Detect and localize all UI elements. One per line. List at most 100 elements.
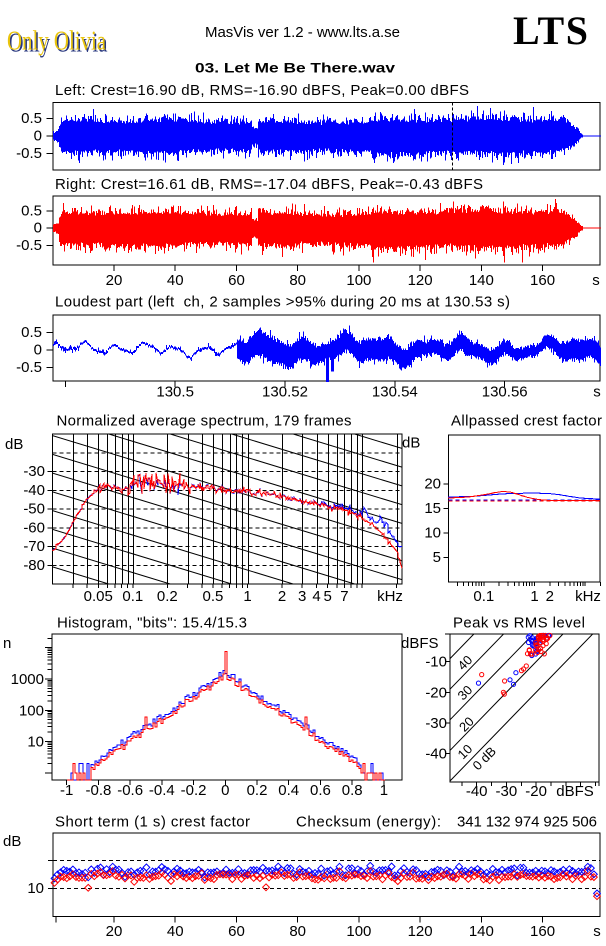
- svg-text:-0.2: -0.2: [181, 782, 207, 799]
- svg-text:n: n: [3, 635, 11, 652]
- svg-text:Allpassed crest factor: Allpassed crest factor: [451, 413, 602, 430]
- svg-text:dB: dB: [5, 436, 23, 453]
- svg-text:-0.8: -0.8: [85, 782, 111, 799]
- svg-text:4: 4: [312, 588, 320, 605]
- svg-text:-0.5: -0.5: [16, 237, 42, 254]
- svg-text:Normalized average spectrum, 1: Normalized average spectrum, 179 frames: [57, 413, 352, 430]
- svg-text:100: 100: [346, 272, 371, 289]
- svg-text:0.05: 0.05: [84, 588, 113, 605]
- svg-text:s: s: [592, 272, 600, 289]
- svg-text:10: 10: [27, 880, 44, 897]
- svg-text:60: 60: [228, 923, 245, 940]
- svg-text:40: 40: [167, 923, 184, 940]
- svg-text:-10: -10: [425, 654, 447, 671]
- svg-text:20: 20: [106, 923, 123, 940]
- svg-text:130.56: 130.56: [482, 384, 528, 401]
- svg-text:Peak vs RMS level: Peak vs RMS level: [453, 615, 585, 632]
- svg-text:0: 0: [34, 342, 42, 359]
- svg-text:0.2: 0.2: [247, 782, 268, 799]
- svg-text:20: 20: [106, 272, 123, 289]
- svg-text:0.1: 0.1: [473, 588, 494, 605]
- svg-text:160: 160: [530, 272, 555, 289]
- svg-text:03. Let Me Be There.wav: 03. Let Me Be There.wav: [195, 60, 395, 76]
- svg-text:10: 10: [424, 525, 441, 542]
- svg-text:5: 5: [433, 549, 441, 566]
- svg-text:-20: -20: [525, 783, 547, 800]
- svg-text:-30: -30: [496, 783, 518, 800]
- svg-text:130.5: 130.5: [156, 384, 194, 401]
- svg-text:0.2: 0.2: [157, 588, 178, 605]
- svg-text:-30: -30: [23, 463, 45, 480]
- svg-text:s: s: [593, 923, 601, 940]
- svg-text:0 dB: 0 dB: [470, 744, 500, 774]
- svg-text:1: 1: [530, 588, 538, 605]
- svg-text:Left: Crest=16.90 dB, RMS=-16.: Left: Crest=16.90 dB, RMS=-16.90 dBFS, P…: [55, 82, 469, 99]
- svg-text:120: 120: [408, 272, 433, 289]
- svg-text:140: 140: [469, 923, 494, 940]
- svg-text:3: 3: [298, 588, 306, 605]
- svg-text:7: 7: [340, 588, 348, 605]
- svg-text:15: 15: [424, 500, 441, 517]
- svg-text:30: 30: [455, 682, 476, 703]
- svg-text:100: 100: [346, 923, 371, 940]
- svg-text:-40: -40: [425, 746, 447, 763]
- svg-text:40: 40: [167, 272, 184, 289]
- svg-text:kHz: kHz: [377, 588, 403, 605]
- svg-text:0.4: 0.4: [278, 782, 299, 799]
- svg-text:0.5: 0.5: [21, 110, 42, 127]
- svg-text:80: 80: [289, 923, 306, 940]
- svg-text:2: 2: [546, 588, 554, 605]
- svg-text:0: 0: [221, 782, 229, 799]
- svg-text:0: 0: [34, 220, 42, 237]
- svg-text:0.5: 0.5: [203, 588, 224, 605]
- svg-text:dB: dB: [402, 435, 420, 452]
- svg-text:160: 160: [530, 923, 555, 940]
- svg-text:Short term (1 s) crest factor: Short term (1 s) crest factor: [55, 814, 250, 831]
- svg-text:LTS: LTS: [513, 8, 588, 53]
- svg-text:40: 40: [455, 652, 476, 673]
- svg-text:1: 1: [243, 588, 251, 605]
- svg-text:130.52: 130.52: [262, 384, 308, 401]
- svg-text:dBFS: dBFS: [556, 783, 594, 800]
- svg-text:Right: Crest=16.61 dB, RMS=-17: Right: Crest=16.61 dB, RMS=-17.04 dBFS, …: [55, 176, 483, 193]
- svg-text:60: 60: [228, 272, 245, 289]
- svg-text:Only Olivia: Only Olivia: [7, 26, 106, 56]
- svg-text:-0.4: -0.4: [149, 782, 175, 799]
- svg-text:-30: -30: [425, 715, 447, 732]
- svg-text:-70: -70: [23, 538, 45, 555]
- svg-text:-40: -40: [466, 783, 488, 800]
- svg-text:100: 100: [19, 702, 44, 719]
- svg-text:0: 0: [34, 128, 42, 145]
- svg-text:-0.5: -0.5: [16, 359, 42, 376]
- svg-text:MasVis ver 1.2 - www.lts.a.se: MasVis ver 1.2 - www.lts.a.se: [205, 24, 400, 41]
- svg-text:130.54: 130.54: [372, 384, 418, 401]
- svg-text:5: 5: [323, 588, 331, 605]
- svg-text:-80: -80: [23, 557, 45, 574]
- svg-text:-1: -1: [60, 782, 73, 799]
- svg-text:s: s: [593, 384, 601, 401]
- svg-text:-20: -20: [425, 684, 447, 701]
- svg-text:-50: -50: [23, 501, 45, 518]
- svg-text:2: 2: [278, 588, 286, 605]
- svg-text:Checksum (energy):: Checksum (energy):: [296, 814, 441, 831]
- svg-text:-40: -40: [23, 482, 45, 499]
- svg-text:0.1: 0.1: [122, 588, 143, 605]
- svg-text:10: 10: [27, 734, 44, 751]
- svg-text:80: 80: [289, 272, 306, 289]
- svg-text:0.5: 0.5: [21, 324, 42, 341]
- svg-text:1: 1: [380, 782, 388, 799]
- svg-text:140: 140: [469, 272, 494, 289]
- svg-text:20: 20: [456, 714, 477, 735]
- svg-text:0.6: 0.6: [310, 782, 331, 799]
- svg-text:kHz: kHz: [575, 588, 601, 605]
- svg-text:-60: -60: [23, 519, 45, 536]
- svg-text:20: 20: [424, 476, 441, 493]
- svg-text:Histogram, "bits": 15.4/15.3: Histogram, "bits": 15.4/15.3: [57, 615, 247, 632]
- svg-text:-0.5: -0.5: [16, 145, 42, 162]
- svg-text:0.8: 0.8: [342, 782, 363, 799]
- svg-text:Loudest part (left ch, 2 samp: Loudest part (left ch, 2 samples >95% du…: [55, 294, 510, 311]
- svg-text:-0.6: -0.6: [117, 782, 143, 799]
- svg-text:1000: 1000: [11, 671, 44, 688]
- svg-text:120: 120: [408, 923, 433, 940]
- svg-text:341 132 974 925 506: 341 132 974 925 506: [457, 814, 597, 831]
